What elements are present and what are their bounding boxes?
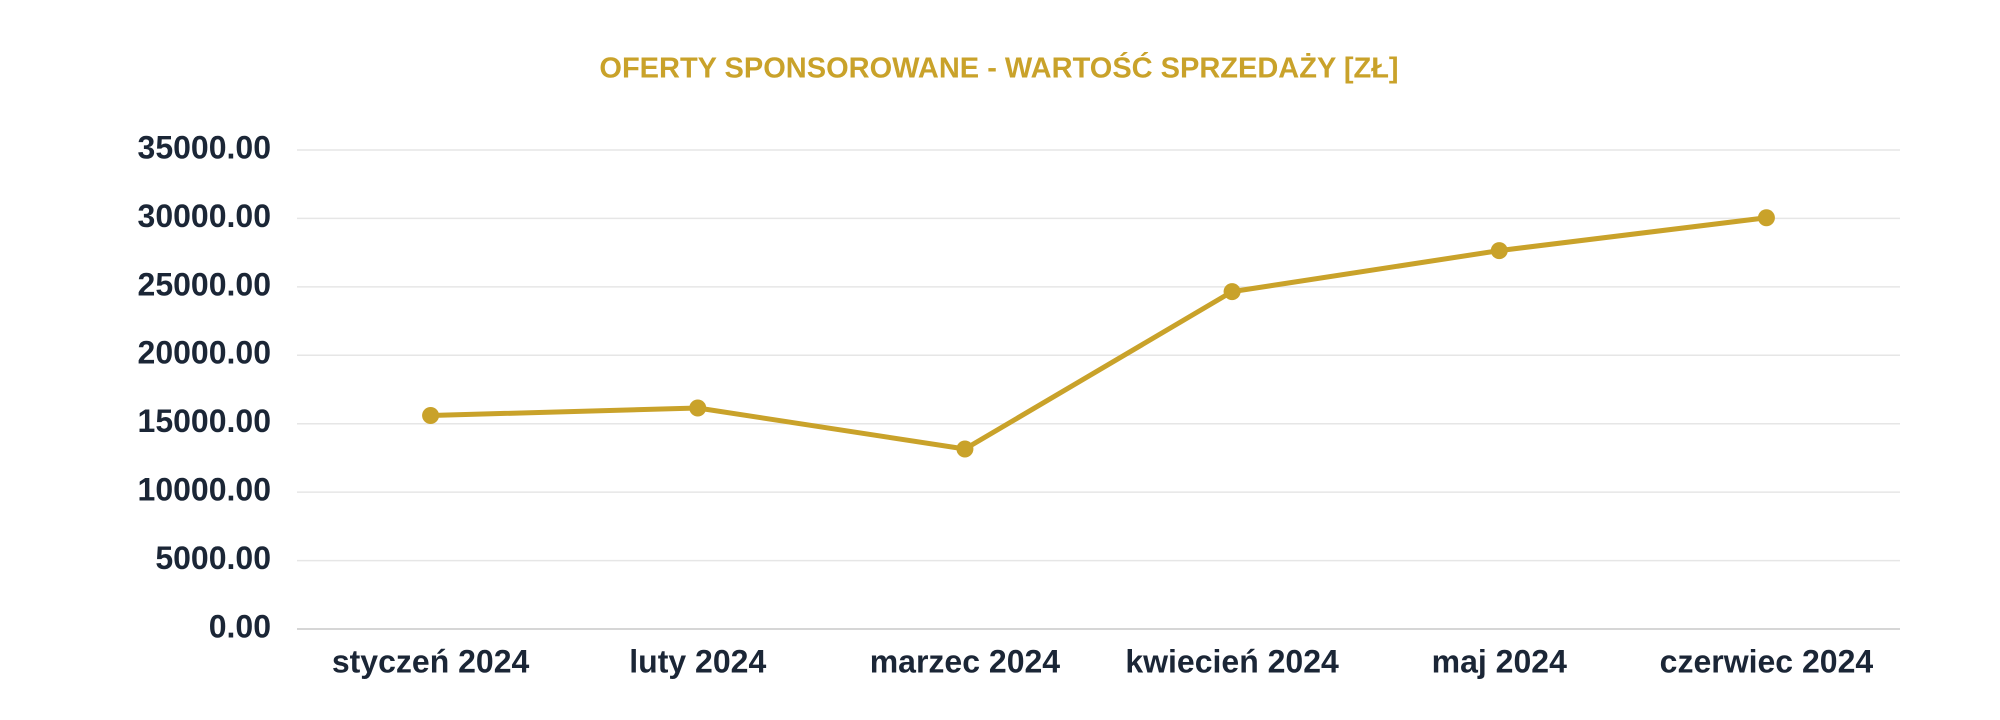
y-tick-label: 35000.00	[138, 129, 271, 165]
line	[430, 215, 1767, 452]
y-tick-label: 0.00	[209, 608, 271, 644]
y-tick-label: 20000.00	[138, 335, 271, 371]
x-tick-label: luty 2024	[629, 643, 766, 679]
chart-title: OFERTY SPONSOROWANE - WARTOŚĆ SPRZEDAŻY …	[599, 51, 1398, 85]
point	[1223, 283, 1241, 301]
x-tick-label: styczeń 2024	[332, 643, 530, 679]
x-tick-label: marzec 2024	[870, 643, 1061, 679]
y-tick-label: 15000.00	[138, 403, 271, 439]
point	[956, 440, 974, 458]
x-tick-label: kwiecień 2024	[1125, 643, 1339, 679]
y-tick-label: 25000.00	[138, 266, 271, 302]
x-tick-label: maj 2024	[1432, 643, 1567, 679]
point	[689, 399, 707, 417]
y-tick-label: 5000.00	[155, 540, 271, 576]
y-tick-label: 30000.00	[138, 198, 271, 234]
x-tick-label: czerwiec 2024	[1660, 643, 1874, 679]
point	[1757, 209, 1775, 227]
point	[422, 407, 440, 425]
point	[1490, 242, 1508, 260]
y-tick-label: 10000.00	[138, 472, 271, 508]
